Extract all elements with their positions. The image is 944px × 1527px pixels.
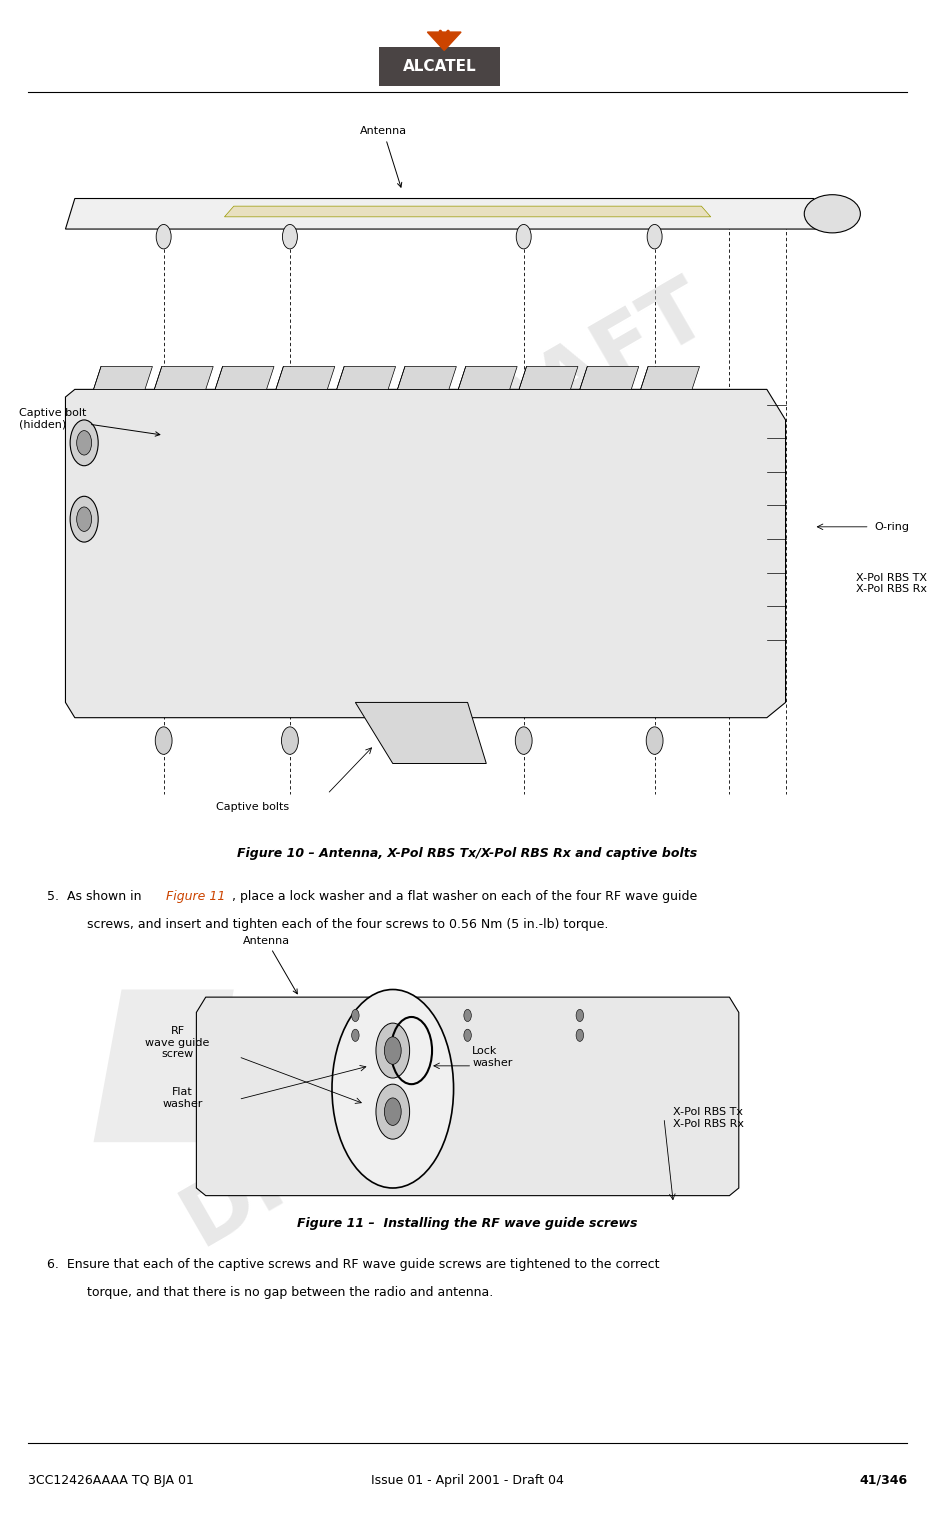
Circle shape xyxy=(155,727,172,754)
Circle shape xyxy=(515,727,532,754)
Circle shape xyxy=(332,989,453,1188)
Polygon shape xyxy=(519,366,578,389)
Text: Issue 01 - April 2001 - Draft 04: Issue 01 - April 2001 - Draft 04 xyxy=(371,1474,564,1487)
Text: O-ring: O-ring xyxy=(874,522,909,531)
Circle shape xyxy=(351,1029,359,1041)
Polygon shape xyxy=(276,366,335,389)
Polygon shape xyxy=(458,366,517,389)
Polygon shape xyxy=(215,366,274,389)
Text: Figure 11 –  Installing the RF wave guide screws: Figure 11 – Installing the RF wave guide… xyxy=(297,1217,638,1231)
Polygon shape xyxy=(65,389,785,718)
Polygon shape xyxy=(580,366,639,389)
Polygon shape xyxy=(154,366,213,389)
Circle shape xyxy=(516,224,531,249)
Circle shape xyxy=(464,1009,471,1022)
Text: Captive bolts: Captive bolts xyxy=(216,802,289,812)
Text: Antenna: Antenna xyxy=(360,127,407,188)
Text: screws, and insert and tighten each of the four screws to 0.56 Nm (5 in.-lb) tor: screws, and insert and tighten each of t… xyxy=(87,918,608,931)
Text: ALCATEL: ALCATEL xyxy=(403,60,477,73)
Text: X-Pol RBS Tx
X-Pol RBS Rx: X-Pol RBS Tx X-Pol RBS Rx xyxy=(673,1107,744,1128)
Polygon shape xyxy=(196,997,739,1196)
Text: Lock
washer: Lock washer xyxy=(472,1046,513,1067)
Text: 3CC12426AAAA TQ BJA 01: 3CC12426AAAA TQ BJA 01 xyxy=(28,1474,194,1487)
Text: X-Pol RBS TX
X-Pol RBS Rx: X-Pol RBS TX X-Pol RBS Rx xyxy=(855,573,927,594)
Circle shape xyxy=(376,1023,410,1078)
Circle shape xyxy=(464,1029,471,1041)
Circle shape xyxy=(351,1009,359,1022)
Circle shape xyxy=(384,1098,401,1125)
Ellipse shape xyxy=(804,194,860,232)
Text: RF
wave guide
screw: RF wave guide screw xyxy=(145,1026,210,1060)
Bar xyxy=(379,47,500,86)
Circle shape xyxy=(647,727,663,754)
Circle shape xyxy=(648,224,662,249)
Polygon shape xyxy=(641,366,700,389)
Circle shape xyxy=(156,224,171,249)
Polygon shape xyxy=(65,199,833,229)
Text: DRAFT: DRAFT xyxy=(401,266,721,498)
Text: Figure 10 – Antenna, X-Pol RBS Tx/X-Pol RBS Rx and captive bolts: Figure 10 – Antenna, X-Pol RBS Tx/X-Pol … xyxy=(238,847,698,861)
Polygon shape xyxy=(397,366,456,389)
Circle shape xyxy=(376,1084,410,1139)
Polygon shape xyxy=(93,989,234,1142)
Polygon shape xyxy=(355,702,486,764)
Text: 6.  Ensure that each of the captive screws and RF wave guide screws are tightene: 6. Ensure that each of the captive screw… xyxy=(47,1258,659,1272)
Circle shape xyxy=(282,224,297,249)
Text: Antenna: Antenna xyxy=(243,936,297,994)
Polygon shape xyxy=(428,32,461,50)
Text: Figure 11: Figure 11 xyxy=(166,890,226,904)
Text: DRAFT: DRAFT xyxy=(167,1029,487,1261)
Circle shape xyxy=(70,420,98,466)
Polygon shape xyxy=(93,366,152,389)
Polygon shape xyxy=(225,206,711,217)
Circle shape xyxy=(70,496,98,542)
Text: , place a lock washer and a flat washer on each of the four RF wave guide: , place a lock washer and a flat washer … xyxy=(232,890,698,904)
Circle shape xyxy=(384,1037,401,1064)
Text: Captive bolt
(hidden): Captive bolt (hidden) xyxy=(19,408,160,437)
Circle shape xyxy=(281,727,298,754)
Circle shape xyxy=(76,431,92,455)
Circle shape xyxy=(76,507,92,531)
Circle shape xyxy=(576,1029,583,1041)
Text: torque, and that there is no gap between the radio and antenna.: torque, and that there is no gap between… xyxy=(87,1286,493,1299)
Polygon shape xyxy=(337,366,396,389)
Text: Flat
washer: Flat washer xyxy=(162,1087,203,1109)
Text: 5.  As shown in: 5. As shown in xyxy=(47,890,145,904)
Circle shape xyxy=(576,1009,583,1022)
Text: 41/346: 41/346 xyxy=(859,1474,907,1487)
